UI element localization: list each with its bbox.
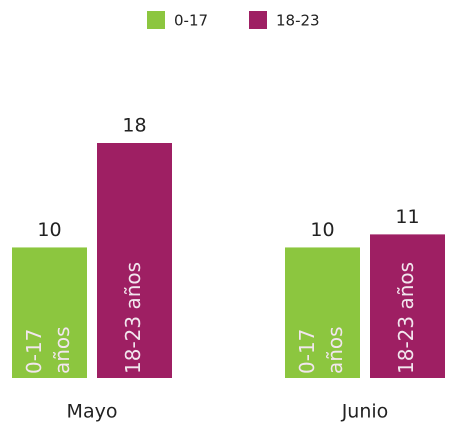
bar <box>370 234 445 378</box>
legend: 0-17 18-23 <box>147 11 320 30</box>
legend-label: 0-17 <box>174 12 208 30</box>
bar <box>285 247 360 378</box>
value-label: 10 <box>37 219 61 241</box>
bar-inner-label: 0-17 <box>22 329 46 374</box>
bar-inner-label: años <box>50 326 74 374</box>
bar-inner-label: 18-23 años <box>394 262 418 374</box>
x-tick-label: Junio <box>341 401 389 423</box>
value-label: 18 <box>122 115 146 137</box>
legend-swatch <box>147 11 165 29</box>
bar-inner-label: 0-17 <box>295 329 319 374</box>
bar <box>97 143 172 378</box>
value-label: 11 <box>395 206 419 228</box>
bar <box>12 247 87 378</box>
legend-swatch <box>249 11 267 29</box>
bar-inner-label: años <box>323 326 347 374</box>
bar-inner-label: 18-23 años <box>121 262 145 374</box>
legend-label: 18-23 <box>276 12 320 30</box>
x-tick-label: Mayo <box>67 401 118 423</box>
value-label: 10 <box>310 219 334 241</box>
